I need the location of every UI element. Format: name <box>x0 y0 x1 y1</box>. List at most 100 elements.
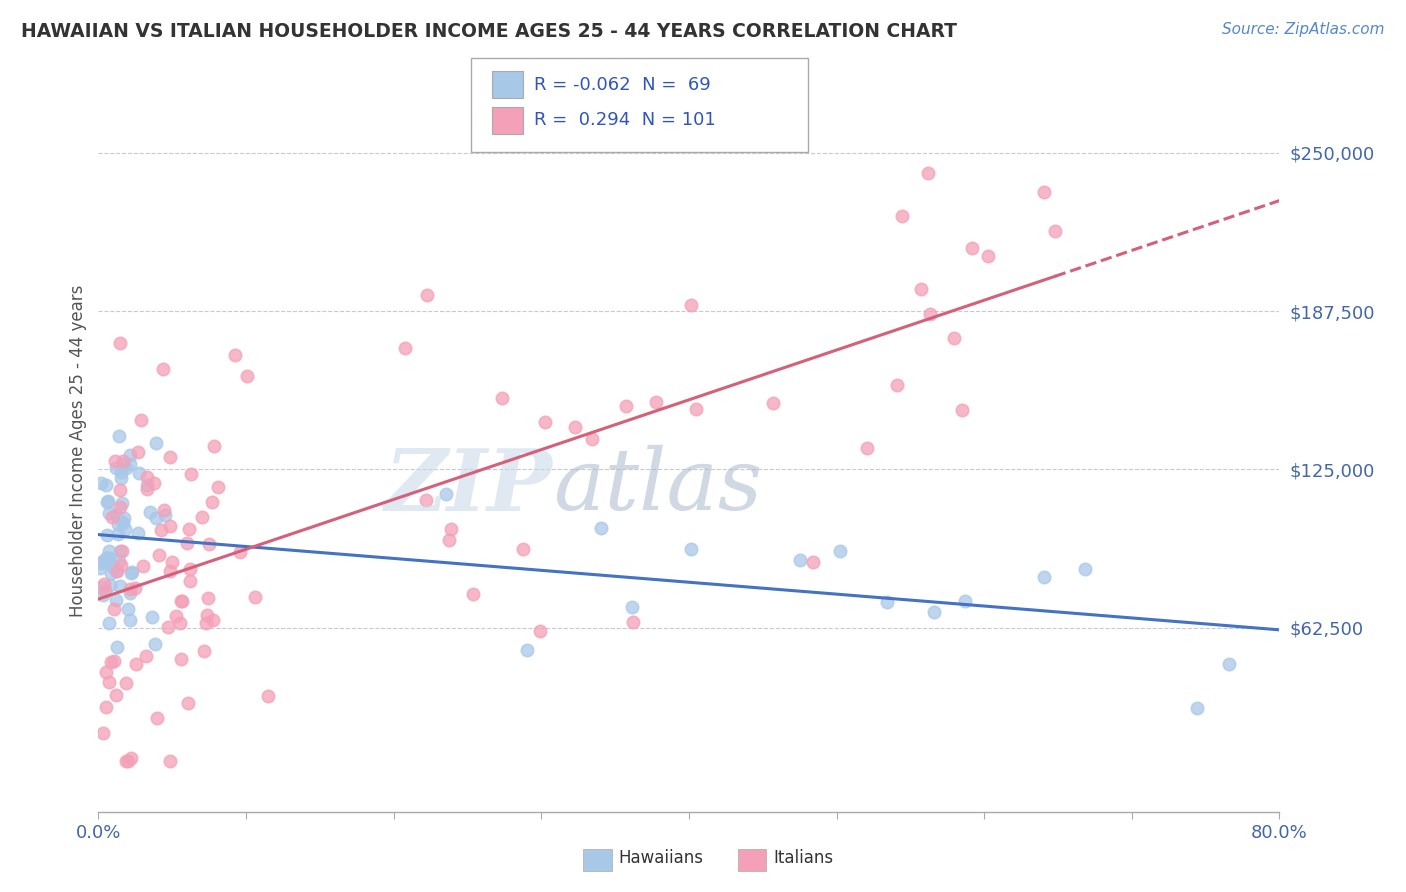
Point <box>645 394 668 409</box>
Text: atlas: atlas <box>553 445 762 528</box>
Point <box>120 448 142 462</box>
Point <box>463 587 485 601</box>
Point <box>193 644 215 658</box>
Point <box>108 544 131 558</box>
Point <box>150 524 173 538</box>
Point <box>943 331 966 345</box>
Point <box>90 475 112 490</box>
Point <box>170 594 193 608</box>
Point <box>145 436 167 450</box>
Point <box>104 593 127 607</box>
Point <box>127 526 149 541</box>
Point <box>107 517 129 532</box>
Point <box>529 624 551 638</box>
Point <box>394 342 416 356</box>
Point <box>111 516 134 531</box>
Point <box>169 615 191 630</box>
Point <box>136 482 159 496</box>
Text: Hawaiians: Hawaiians <box>619 849 703 867</box>
Point <box>159 519 181 533</box>
Point <box>96 700 118 714</box>
Point <box>207 480 229 494</box>
Point <box>114 522 136 536</box>
Point <box>117 601 139 615</box>
Point <box>202 439 225 453</box>
Point <box>176 535 198 549</box>
Point <box>120 458 142 472</box>
Point <box>96 495 118 509</box>
Point <box>439 533 461 547</box>
Point <box>112 511 135 525</box>
Point <box>103 654 125 668</box>
Point <box>141 610 163 624</box>
Point <box>1218 657 1240 672</box>
Point <box>156 620 179 634</box>
Point <box>681 297 703 311</box>
Point <box>121 565 143 579</box>
Text: ZIP: ZIP <box>385 445 553 528</box>
Point <box>124 581 146 595</box>
Point <box>891 209 914 223</box>
Point <box>97 615 120 630</box>
Point <box>101 559 124 574</box>
Point <box>98 578 121 592</box>
Point <box>94 584 117 599</box>
Point <box>198 537 221 551</box>
Point <box>491 391 513 405</box>
Point <box>128 466 150 480</box>
Point <box>98 551 121 566</box>
Point <box>124 657 146 671</box>
Point <box>104 688 127 702</box>
Point <box>100 655 122 669</box>
Point <box>977 249 1000 263</box>
Point <box>533 415 555 429</box>
Point <box>256 689 278 703</box>
Point <box>108 554 131 568</box>
Point <box>105 508 128 523</box>
Point <box>1043 224 1066 238</box>
Point <box>152 362 174 376</box>
Point <box>100 566 122 580</box>
Text: R = -0.062  N =  69: R = -0.062 N = 69 <box>534 76 711 94</box>
Point <box>564 419 586 434</box>
Point <box>201 494 224 508</box>
Point <box>107 527 129 541</box>
Point <box>110 515 132 529</box>
Point <box>180 467 202 482</box>
Text: Source: ZipAtlas.com: Source: ZipAtlas.com <box>1222 22 1385 37</box>
Point <box>111 496 134 510</box>
Point <box>170 652 193 666</box>
Point <box>165 609 187 624</box>
Point <box>136 478 159 492</box>
Point <box>115 754 138 768</box>
Point <box>91 726 114 740</box>
Point <box>581 432 603 446</box>
Point <box>962 241 984 255</box>
Point <box>97 554 120 568</box>
Point <box>224 348 246 362</box>
Point <box>108 429 131 443</box>
Point <box>153 508 176 523</box>
Point <box>105 565 128 579</box>
Point <box>179 562 201 576</box>
Point <box>91 588 114 602</box>
Point <box>159 754 181 768</box>
Point <box>101 509 124 524</box>
Point <box>152 503 174 517</box>
Point <box>856 441 879 455</box>
Point <box>512 541 534 556</box>
Point <box>90 556 112 570</box>
Point <box>98 675 121 690</box>
Point <box>94 550 117 565</box>
Point <box>117 754 139 768</box>
Point <box>112 454 135 468</box>
Point <box>93 576 115 591</box>
Point <box>194 615 217 630</box>
Point <box>159 564 181 578</box>
Point <box>97 494 120 508</box>
Point <box>120 566 142 580</box>
Point <box>120 613 142 627</box>
Point <box>621 600 644 615</box>
Point <box>135 470 157 484</box>
Point <box>108 579 131 593</box>
